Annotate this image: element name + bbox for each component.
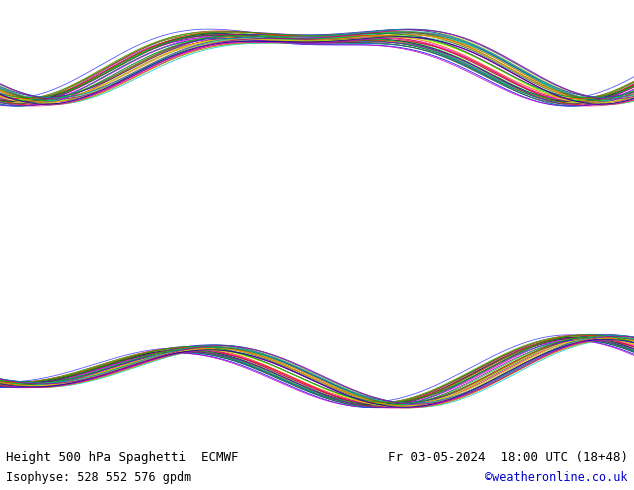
Text: ©weatheronline.co.uk: ©weatheronline.co.uk (485, 471, 628, 484)
Text: Fr 03-05-2024  18:00 UTC (18+48): Fr 03-05-2024 18:00 UTC (18+48) (387, 451, 628, 465)
Text: Isophyse: 528 552 576 gpdm: Isophyse: 528 552 576 gpdm (6, 471, 191, 484)
Text: Height 500 hPa Spaghetti  ECMWF: Height 500 hPa Spaghetti ECMWF (6, 451, 239, 465)
